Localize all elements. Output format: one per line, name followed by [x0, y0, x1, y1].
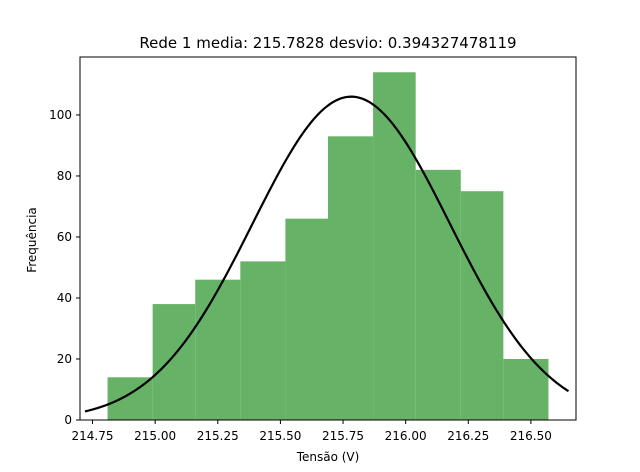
histogram-bar-5	[328, 136, 374, 421]
x-tick-label: 215.25	[197, 429, 239, 443]
curve-group	[84, 95, 570, 413]
y-tick-label: 80	[57, 169, 72, 183]
x-tick-label: 216.00	[385, 429, 427, 443]
plot-frame	[79, 56, 577, 421]
y-tick-label: 0	[64, 413, 72, 427]
x-axis-ticks: 214.75 215.00 215.25 215.50 215.75 216.00 216.…	[72, 420, 552, 443]
y-axis-label: Frequência	[25, 207, 39, 273]
normal-fit-curve	[84, 95, 570, 413]
histogram-bar-7	[415, 169, 461, 420]
y-tick-label: 100	[49, 108, 72, 122]
y-tick-label: 40	[57, 291, 72, 305]
histogram-bar-4	[285, 218, 328, 420]
histogram-bar-6	[373, 72, 416, 420]
x-tick-label: 214.75	[72, 429, 114, 443]
x-tick-label: 215.75	[322, 429, 364, 443]
bars-group	[107, 72, 549, 421]
x-tick-label: 216.25	[447, 429, 489, 443]
x-tick-label: 215.50	[259, 429, 301, 443]
chart-title: Rede 1 media: 215.7828 desvio: 0.3943274…	[139, 34, 516, 52]
histogram-bar-8	[460, 191, 504, 420]
x-tick-label: 215.00	[134, 429, 176, 443]
y-axis-ticks: 0 20 40 60 80 100	[49, 108, 80, 427]
histogram-bar-1	[152, 304, 196, 420]
y-tick-label: 60	[57, 230, 72, 244]
x-tick-label: 216.50	[510, 429, 552, 443]
y-tick-label: 20	[57, 352, 72, 366]
histogram-bar-3	[240, 261, 286, 420]
x-axis-label: Tensão (V)	[296, 450, 360, 464]
histogram-bar-2	[195, 279, 241, 420]
